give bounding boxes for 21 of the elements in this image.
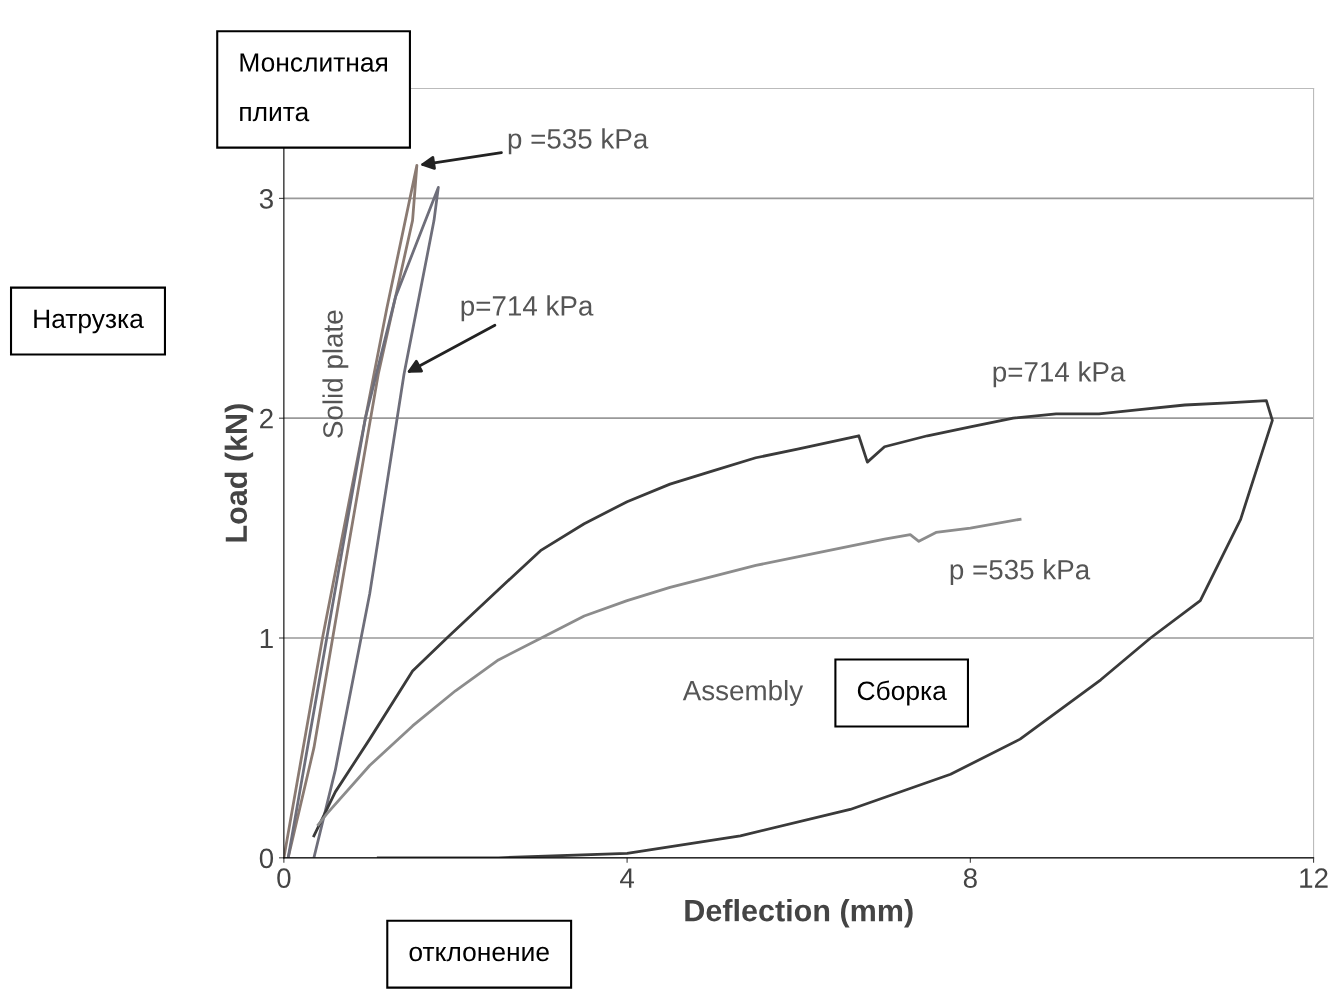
- y-tick-label: 1: [260, 628, 273, 649]
- annotation: Solid plate: [322, 310, 349, 438]
- x-tick-label: 8: [963, 868, 977, 888]
- annotation: Assembly: [682, 680, 804, 706]
- series-label: p=714 kPa: [993, 361, 1126, 388]
- text: p =535 kPa: [508, 128, 649, 155]
- y-tick-label: 3: [259, 189, 273, 209]
- y-tick-label: 0: [259, 848, 274, 869]
- series-label: p =535 kPa: [950, 559, 1091, 586]
- y-tick-label: 2: [260, 408, 273, 429]
- x-axis-title: Deflection (mm): [685, 898, 913, 928]
- annotation: Сборка: [857, 680, 947, 706]
- x-tick-label: 4: [620, 868, 635, 888]
- x-tick-label: 12: [1300, 868, 1328, 888]
- text: Натрузка: [34, 309, 144, 334]
- x-tick-label: 0: [277, 868, 291, 888]
- text: отклонение: [409, 946, 549, 962]
- text: Монслитная плита: [240, 53, 387, 122]
- line-series: [286, 185, 440, 858]
- series-label: p=714 kPa: [461, 295, 594, 322]
- y-axis-title: Load (kN): [224, 404, 254, 542]
